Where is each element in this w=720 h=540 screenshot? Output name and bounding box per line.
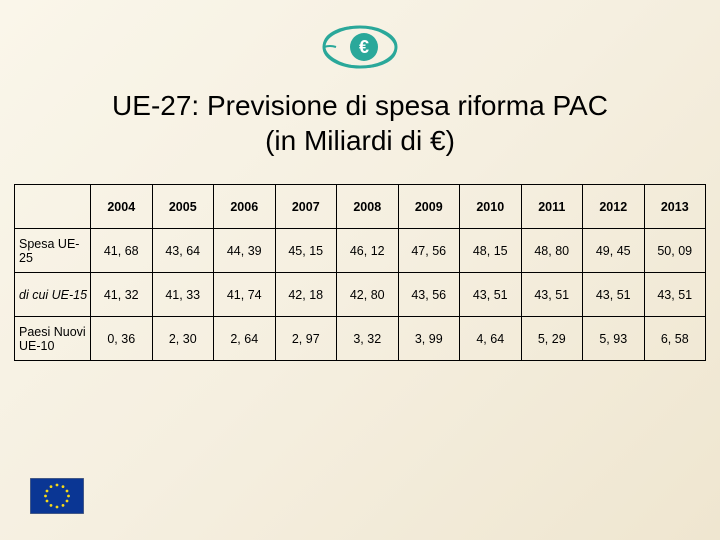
table-cell: 3, 32 <box>337 317 399 361</box>
table-cell: 0, 36 <box>91 317 153 361</box>
table-cell: 6, 58 <box>644 317 706 361</box>
table-cell: 43, 56 <box>398 273 460 317</box>
table-cell: 50, 09 <box>644 229 706 273</box>
table-cell: 43, 51 <box>583 273 645 317</box>
table-cell: 5, 93 <box>583 317 645 361</box>
table-row: Paesi Nuovi UE-10 0, 36 2, 30 2, 64 2, 9… <box>15 317 706 361</box>
title-line-2: (in Miliardi di €) <box>30 123 690 158</box>
col-header-year: 2012 <box>583 185 645 229</box>
euro-eye-logo-icon: € <box>320 18 400 76</box>
col-header-blank <box>15 185 91 229</box>
slide-title: UE-27: Previsione di spesa riforma PAC (… <box>0 88 720 158</box>
table-row: Spesa UE-25 41, 68 43, 64 44, 39 45, 15 … <box>15 229 706 273</box>
table-cell: 2, 97 <box>275 317 337 361</box>
table-cell: 41, 33 <box>152 273 214 317</box>
eu-flag-icon <box>30 478 84 514</box>
table-cell: 43, 51 <box>521 273 583 317</box>
table-cell: 3, 99 <box>398 317 460 361</box>
table-cell: 46, 12 <box>337 229 399 273</box>
table-cell: 47, 56 <box>398 229 460 273</box>
col-header-year: 2005 <box>152 185 214 229</box>
col-header-year: 2013 <box>644 185 706 229</box>
table-cell: 43, 51 <box>644 273 706 317</box>
col-header-year: 2006 <box>214 185 276 229</box>
table-cell: 2, 30 <box>152 317 214 361</box>
table-cell: 45, 15 <box>275 229 337 273</box>
col-header-year: 2004 <box>91 185 153 229</box>
col-header-year: 2007 <box>275 185 337 229</box>
col-header-year: 2008 <box>337 185 399 229</box>
table-row: di cui UE-15 41, 32 41, 33 41, 74 42, 18… <box>15 273 706 317</box>
row-label: Paesi Nuovi UE-10 <box>15 317 91 361</box>
table-cell: 48, 80 <box>521 229 583 273</box>
table-cell: 4, 64 <box>460 317 522 361</box>
table-cell: 41, 74 <box>214 273 276 317</box>
data-table-container: 2004 2005 2006 2007 2008 2009 2010 2011 … <box>14 184 706 361</box>
table-header-row: 2004 2005 2006 2007 2008 2009 2010 2011 … <box>15 185 706 229</box>
table-cell: 43, 64 <box>152 229 214 273</box>
col-header-year: 2010 <box>460 185 522 229</box>
col-header-year: 2011 <box>521 185 583 229</box>
table-cell: 2, 64 <box>214 317 276 361</box>
row-label: di cui UE-15 <box>15 273 91 317</box>
title-line-1: UE-27: Previsione di spesa riforma PAC <box>30 88 690 123</box>
table-cell: 43, 51 <box>460 273 522 317</box>
col-header-year: 2009 <box>398 185 460 229</box>
table-cell: 48, 15 <box>460 229 522 273</box>
table-cell: 41, 68 <box>91 229 153 273</box>
spending-table: 2004 2005 2006 2007 2008 2009 2010 2011 … <box>14 184 706 361</box>
header-logo-container: € <box>0 0 720 76</box>
row-label: Spesa UE-25 <box>15 229 91 273</box>
table-cell: 49, 45 <box>583 229 645 273</box>
table-cell: 42, 18 <box>275 273 337 317</box>
table-cell: 42, 80 <box>337 273 399 317</box>
table-cell: 5, 29 <box>521 317 583 361</box>
svg-text:€: € <box>359 37 369 57</box>
table-cell: 44, 39 <box>214 229 276 273</box>
table-cell: 41, 32 <box>91 273 153 317</box>
